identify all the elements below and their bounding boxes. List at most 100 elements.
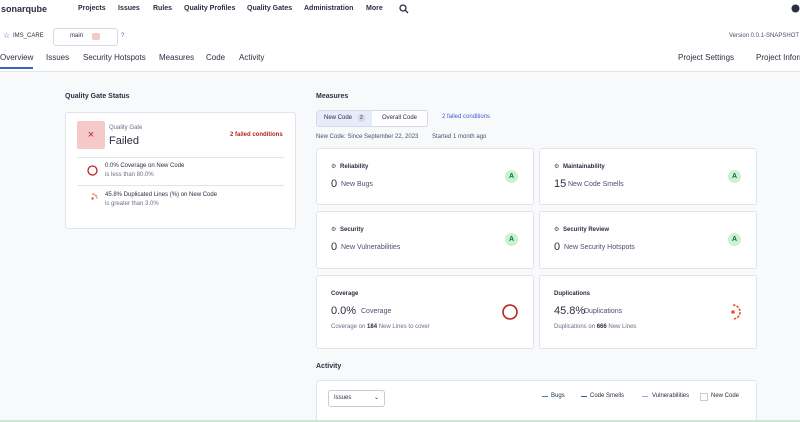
legend-swatch [581,396,587,397]
card-label: New Vulnerabilities [341,244,401,251]
tab-right[interactable]: Project Information [756,53,800,62]
footer-number[interactable]: 184 [367,324,378,330]
measure-card: ⚙ Security 0 New Vulnerabilities A [316,211,534,269]
section-title: Quality Gate Status [65,93,130,100]
legend-item[interactable]: Code Smells [590,393,625,399]
search-icon[interactable] [399,4,409,14]
grade: A [728,233,741,246]
nav-item[interactable]: Projects [78,5,106,12]
grade: A [728,170,741,183]
gauge [502,304,518,320]
activity-select[interactable]: Issues ⌄ [328,390,385,407]
tab-active[interactable]: Overview [0,53,34,69]
nav-item[interactable]: Issues [118,5,140,12]
quality-gate-card: × Quality Gate Failed 2 failed condition… [65,112,296,229]
chevron: ⌄ [374,395,380,401]
divider [77,157,284,158]
card-value[interactable]: 0 [554,241,561,253]
footer-text: Duplications on [554,324,596,330]
footer-text: Coverage on [331,324,366,330]
card-icon: ⚙ [554,164,560,170]
gauge [732,304,741,320]
condition-detail: is less than 80.0% [105,172,154,178]
footer-text: New Lines to cover [378,324,430,330]
card-gauge [731,304,741,320]
card-title: Security Review [563,227,610,233]
card-value[interactable]: 0 [331,241,338,253]
card-label: New Bugs [341,181,373,188]
nav-item[interactable]: Administration [304,5,354,12]
card-label: New Security Hotspots [564,244,635,251]
checkbox[interactable] [700,393,708,401]
logo[interactable]: sonarqube [1,4,48,14]
card-footer: Duplications on 666 New Lines [554,324,636,330]
nav-item[interactable]: More [366,5,383,12]
card-icon: ⚙ [331,164,337,170]
card-gauge [502,304,518,320]
legend-swatch [542,396,548,397]
branch-select[interactable]: main [53,28,118,46]
footer-text: New Lines [608,324,637,330]
legend-item[interactable]: Bugs [551,393,565,399]
nav-item[interactable]: Quality Profiles [184,5,236,12]
card-icon: ⚙ [554,227,560,233]
condition-detail: is greater than 3.0% [105,201,159,207]
condition-title[interactable]: 45.8% Duplicated Lines (%) on New Code [105,192,218,198]
fail-icon: × [77,121,105,149]
tab[interactable]: Activity [239,53,265,62]
legend-item[interactable]: Vulnerabilities [652,393,690,399]
card-value[interactable]: 45.8% [554,305,586,317]
checkbox-label: New Code [711,393,740,399]
nav-item[interactable]: Quality Gates [247,5,293,12]
project-name[interactable]: IMS_CARE [13,33,44,39]
new-code-since: New Code: Since September 22, 2023 [316,134,419,140]
card-title: Maintainability [563,164,605,170]
gate-failed[interactable]: 2 failed conditions [230,132,283,138]
measure-card: Duplications 45.8% Duplications Duplication… [539,275,757,349]
new-code-started: Started 1 month ago [432,134,487,140]
legend-swatch [642,396,648,397]
select-value: Issues [334,395,352,401]
card-value[interactable]: 0.0% [331,305,357,317]
card-label: Coverage [361,308,392,315]
code-toggle: New Code 2 Overall Code [316,110,428,127]
measure-card: Coverage 0.0% Coverage Coverage on 184 New … [316,275,534,349]
measure-card: ⚙ Maintainability 15 New Code Smells A [539,148,757,205]
project-bar: ☆ IMS_CARE main ? Version 0.0.1-SNAPSHOT… [0,19,800,72]
tab-right[interactable]: Project Settings [678,53,735,62]
coverage-icon [87,165,98,176]
star-icon[interactable]: ☆ [3,31,11,40]
gate-status: Failed [109,135,139,147]
tab[interactable]: Code [206,53,226,62]
card-label: New Code Smells [568,181,624,188]
help[interactable]: ? [121,33,125,39]
footer-number[interactable]: 666 [596,324,607,330]
overall-code-tab[interactable]: Overall Code [382,115,418,121]
version: Version 0.0.1-SNAPSHOT [729,33,800,39]
card-value[interactable]: 15 [554,178,567,190]
tab[interactable]: Measures [159,53,195,62]
grade: A [505,233,518,246]
top-nav: sonarqube Projects Issues Rules Quality … [0,0,800,20]
tab[interactable]: Issues [46,53,70,62]
measures-failed[interactable]: 2 failed conditions [442,114,491,120]
card-icon: ⚙ [331,227,337,233]
card-title: Duplications [554,291,591,297]
measure-card: ⚙ Security Review 0 New Security Hotspots A [539,211,757,269]
branch-status [92,33,100,40]
help-icon[interactable] [791,4,800,13]
card-title: Coverage [331,291,359,297]
condition-title[interactable]: 0.0% Coverage on New Code [105,163,185,169]
card-footer: Coverage on 184 New Lines to cover [331,324,430,330]
tab[interactable]: Security Hotspots [83,53,146,62]
duplication-icon [91,193,98,200]
measure-card: ⚙ Reliability 0 New Bugs A [316,148,534,205]
nav-item[interactable]: Rules [153,5,173,12]
new-code-tab[interactable]: New Code 2 [317,111,372,126]
section-title: Activity [316,363,342,370]
card-value[interactable]: 0 [331,178,338,190]
new-code-badge: 2 [358,114,365,122]
new-code-label: New Code [324,115,353,121]
gauge-center [731,310,735,314]
